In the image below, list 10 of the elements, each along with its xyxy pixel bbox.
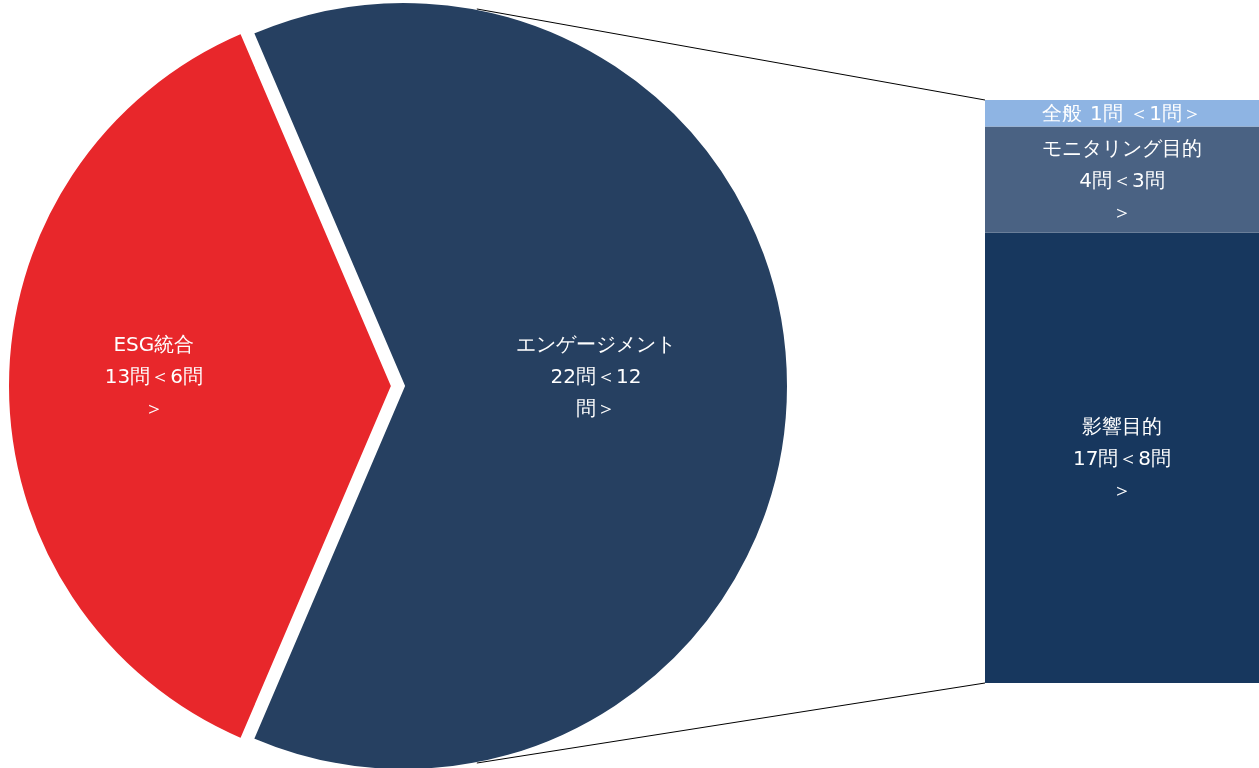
series-label: 全般 bbox=[1042, 101, 1083, 126]
data-label: 17問＜8問＞ bbox=[1072, 444, 1172, 504]
series-label: 影響目的 bbox=[1082, 413, 1162, 438]
data-label: 1問 ＜1問＞ bbox=[1090, 101, 1202, 126]
slice-label: ESG統合 bbox=[113, 332, 195, 356]
series-label: モニタリング目的 bbox=[1042, 135, 1202, 160]
slice-label: エンゲージメント bbox=[516, 332, 676, 356]
data-label: 13問＜6問＞ bbox=[103, 363, 204, 422]
data-label: 4問＜3問＞ bbox=[1078, 166, 1166, 226]
data-label: 22問＜12問＞ bbox=[549, 363, 643, 422]
